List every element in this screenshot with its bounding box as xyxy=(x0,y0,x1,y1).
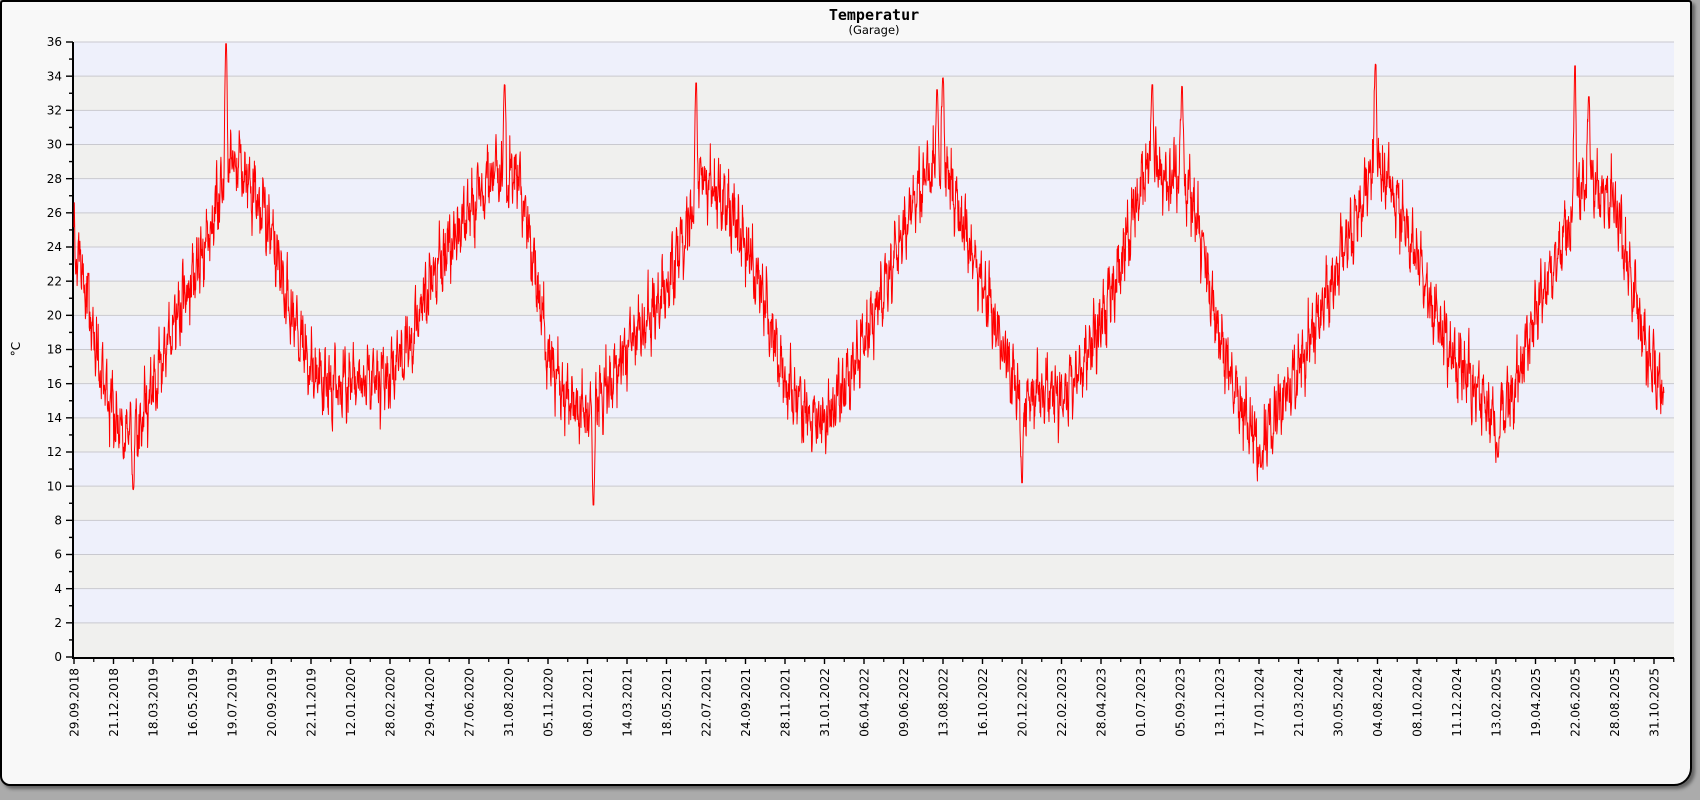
y-tick-label: 28 xyxy=(47,172,62,186)
plot-band xyxy=(74,212,1674,247)
x-tick-label: 16.05.2019 xyxy=(186,668,200,737)
x-tick-label: 04.08.2024 xyxy=(1371,668,1385,737)
plot-band xyxy=(74,417,1674,452)
x-tick-label: 13.02.2025 xyxy=(1490,668,1504,737)
x-tick-label: 22.11.2019 xyxy=(305,668,319,737)
plot-band xyxy=(74,42,1674,77)
x-tick-label: 18.03.2019 xyxy=(147,668,161,737)
x-tick-label: 31.08.2020 xyxy=(502,668,516,737)
plot-band xyxy=(74,486,1674,521)
x-tick-label: 28.04.2023 xyxy=(1095,668,1109,737)
x-tick-label: 09.06.2022 xyxy=(897,668,911,737)
x-tick-label: 22.02.2023 xyxy=(1055,668,1069,737)
y-tick-label: 10 xyxy=(47,479,62,493)
x-tick-label: 13.08.2022 xyxy=(937,668,951,737)
x-tick-label: 20.12.2022 xyxy=(1016,668,1030,737)
x-tick-label: 22.07.2021 xyxy=(700,668,714,737)
x-tick-label: 14.03.2021 xyxy=(621,668,635,737)
y-tick-label: 6 xyxy=(54,548,62,562)
x-tick-label: 29.09.2018 xyxy=(68,668,82,737)
plot-band xyxy=(74,622,1674,657)
x-tick-label: 16.10.2022 xyxy=(976,668,990,737)
y-tick-label: 0 xyxy=(54,650,62,664)
plot-band xyxy=(74,588,1674,623)
x-tick-label: 01.07.2023 xyxy=(1134,668,1148,737)
y-tick-label: 18 xyxy=(47,343,62,357)
plot-band xyxy=(74,144,1674,179)
x-tick-label: 21.03.2024 xyxy=(1292,668,1306,737)
y-tick-label: 14 xyxy=(47,411,62,425)
plot-area: 02468101214161820222426283032343629.09.2… xyxy=(47,35,1675,737)
x-tick-label: 05.09.2023 xyxy=(1174,668,1188,737)
x-tick-label: 22.06.2025 xyxy=(1569,668,1583,737)
x-tick-label: 19.04.2025 xyxy=(1529,668,1543,737)
x-tick-label: 17.01.2024 xyxy=(1253,668,1267,737)
y-tick-label: 34 xyxy=(47,69,62,83)
x-tick-label: 28.11.2021 xyxy=(779,668,793,737)
plot-band xyxy=(74,554,1674,589)
y-tick-label: 36 xyxy=(47,35,62,49)
plot-band xyxy=(74,520,1674,555)
plot-band xyxy=(74,110,1674,145)
y-tick-label: 12 xyxy=(47,445,62,459)
plot-band xyxy=(74,178,1674,213)
y-tick-label: 22 xyxy=(47,274,62,288)
plot-band xyxy=(74,281,1674,316)
y-tick-label: 16 xyxy=(47,377,62,391)
x-tick-label: 31.10.2025 xyxy=(1648,668,1662,737)
x-tick-label: 12.01.2020 xyxy=(344,668,358,737)
x-tick-label: 08.10.2024 xyxy=(1411,668,1425,737)
y-axis-unit-label: °C xyxy=(9,341,23,357)
x-tick-label: 08.01.2021 xyxy=(581,668,595,737)
chart-title: Temperatur xyxy=(828,6,920,24)
x-tick-label: 27.06.2020 xyxy=(463,668,477,737)
x-tick-label: 06.04.2022 xyxy=(858,668,872,737)
x-tick-label: 20.09.2019 xyxy=(265,668,279,737)
y-tick-label: 30 xyxy=(47,138,62,152)
plot-band xyxy=(74,247,1674,282)
chart-frame: 0 2 4 6 8 10 12 14 16 18 20 22 24 26 28 30 32 34 36 29.09.2… xyxy=(0,0,1692,786)
x-tick-label: 13.11.2023 xyxy=(1213,668,1227,737)
plot-band xyxy=(74,76,1674,111)
x-tick-label: 05.11.2020 xyxy=(542,668,556,737)
y-tick-label: 20 xyxy=(47,309,62,323)
temperature-series-line xyxy=(73,43,1665,506)
x-tick-label: 19.07.2019 xyxy=(226,668,240,737)
chart-subtitle: (Garage) xyxy=(848,23,900,37)
x-tick-label: 11.12.2024 xyxy=(1450,668,1464,737)
y-tick-label: 24 xyxy=(47,240,62,254)
y-tick-label: 26 xyxy=(47,206,62,220)
x-tick-label: 31.01.2022 xyxy=(818,668,832,737)
y-tick-label: 32 xyxy=(47,104,62,118)
y-tick-label: 4 xyxy=(54,582,62,596)
x-tick-label: 18.05.2021 xyxy=(660,668,674,737)
x-tick-label: 28.02.2020 xyxy=(384,668,398,737)
x-tick-label: 24.09.2021 xyxy=(739,668,753,737)
x-tick-label: 21.12.2018 xyxy=(107,668,121,737)
x-tick-label: 28.08.2025 xyxy=(1608,668,1622,737)
y-tick-label: 8 xyxy=(54,514,62,528)
x-tick-label: 29.04.2020 xyxy=(423,668,437,737)
x-tick-label: 30.05.2024 xyxy=(1332,668,1346,737)
y-tick-label: 2 xyxy=(54,616,62,630)
plot-band xyxy=(74,452,1674,487)
